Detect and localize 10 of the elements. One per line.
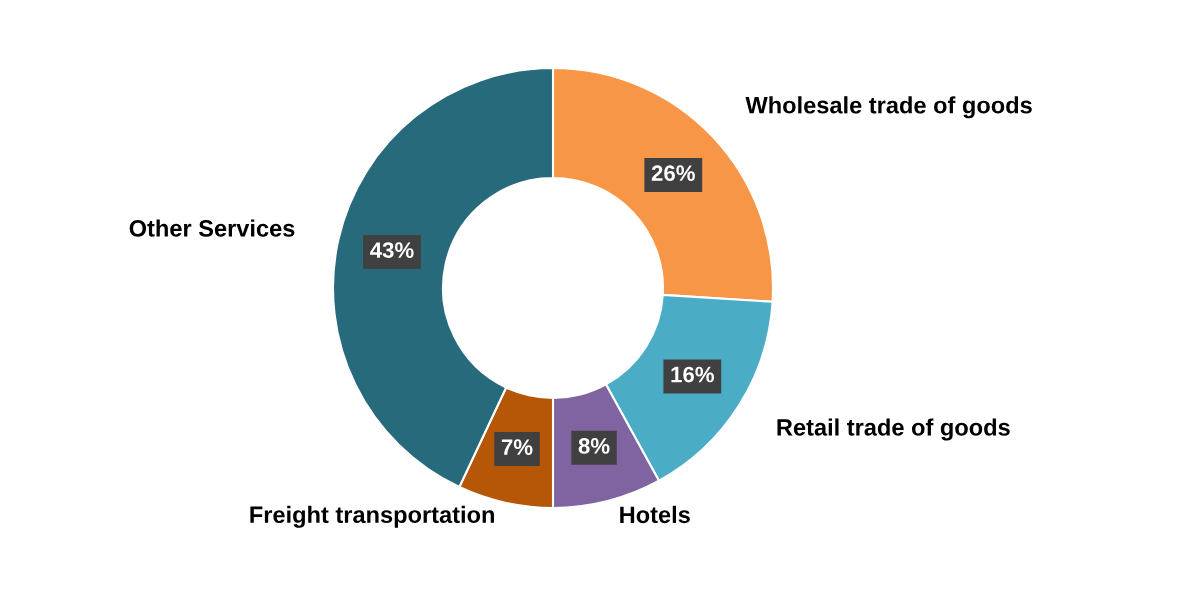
slice-label: Retail trade of goods — [777, 418, 1010, 441]
slice-label: Wholesale trade of goods — [745, 96, 1032, 119]
data-label: 8% — [578, 438, 610, 454]
data-label: 16% — [671, 366, 714, 383]
slice-label: Freight transportation — [250, 505, 494, 528]
slice-label: Other Services — [129, 219, 295, 237]
data-label: 7% — [501, 439, 533, 455]
data-label: 26% — [651, 165, 695, 182]
data-label: 43% — [370, 242, 414, 258]
slice-label: Hotels — [620, 505, 690, 524]
